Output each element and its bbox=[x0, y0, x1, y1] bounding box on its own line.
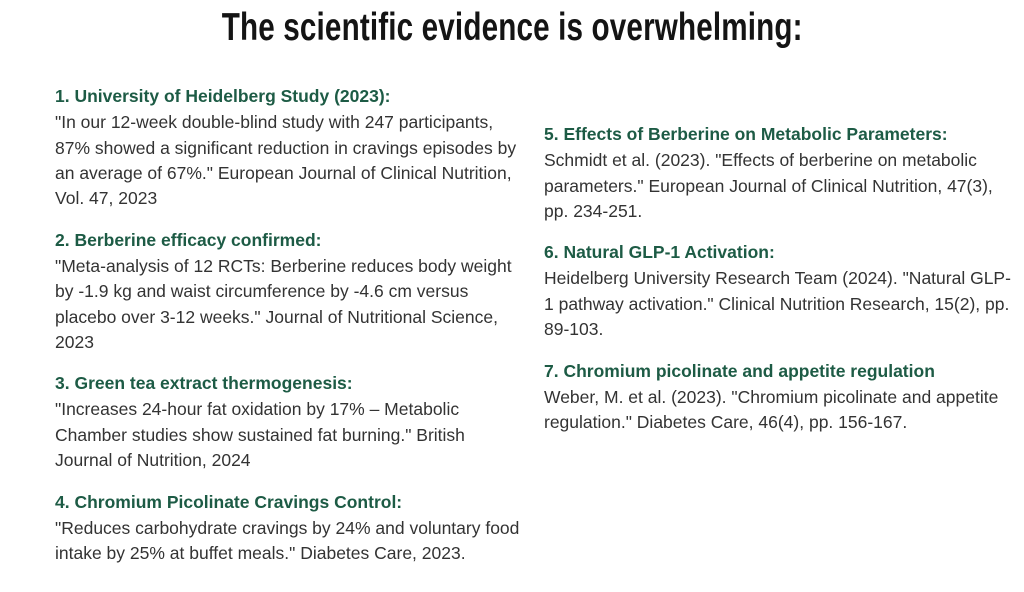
study-item-4: 4. Chromium Picolinate Cravings Control:… bbox=[55, 490, 522, 567]
study-body: "Increases 24-hour fat oxidation by 17% … bbox=[55, 399, 465, 471]
study-item-7: 7. Chromium picolinate and appetite regu… bbox=[544, 359, 1011, 436]
study-item-5: 5. Effects of Berberine on Metabolic Par… bbox=[544, 122, 1011, 224]
study-body: Schmidt et al. (2023). "Effects of berbe… bbox=[544, 150, 993, 221]
study-heading: 4. Chromium Picolinate Cravings Control: bbox=[55, 491, 403, 512]
study-body: Heidelberg University Research Team (202… bbox=[544, 268, 1011, 340]
study-body: Weber, M. et al. (2023). "Chromium picol… bbox=[544, 386, 999, 433]
study-body: "Reduces carbohydrate cravings by 24% an… bbox=[55, 517, 520, 564]
study-heading: 2. Berberine efficacy confirmed: bbox=[55, 229, 322, 250]
studies-column-right: 5. Effects of Berberine on Metabolic Par… bbox=[544, 84, 1011, 582]
study-item-1: 1. University of Heidelberg Study (2023)… bbox=[55, 84, 522, 212]
study-body: "In our 12-week double-blind study with … bbox=[55, 112, 517, 209]
studies-columns: 1. University of Heidelberg Study (2023)… bbox=[0, 84, 1024, 582]
study-heading: 7. Chromium picolinate and appetite regu… bbox=[544, 360, 935, 381]
study-item-3: 3. Green tea extract thermogenesis: "Inc… bbox=[55, 371, 522, 473]
study-item-6: 6. Natural GLP-1 Activation: Heidelberg … bbox=[544, 240, 1011, 342]
studies-column-left: 1. University of Heidelberg Study (2023)… bbox=[55, 84, 522, 582]
page-title: The scientific evidence is overwhelming: bbox=[221, 6, 803, 49]
study-heading: 6. Natural GLP-1 Activation: bbox=[544, 242, 775, 263]
study-heading: 3. Green tea extract thermogenesis: bbox=[55, 373, 353, 394]
study-item-2: 2. Berberine efficacy confirmed: "Meta-a… bbox=[55, 228, 522, 356]
study-heading: 5. Effects of Berberine on Metabolic Par… bbox=[544, 124, 948, 144]
study-body: "Meta-analysis of 12 RCTs: Berberine red… bbox=[55, 255, 512, 352]
title-row: The scientific evidence is overwhelming: bbox=[0, 0, 1024, 50]
study-heading: 1. University of Heidelberg Study (2023)… bbox=[55, 86, 391, 106]
